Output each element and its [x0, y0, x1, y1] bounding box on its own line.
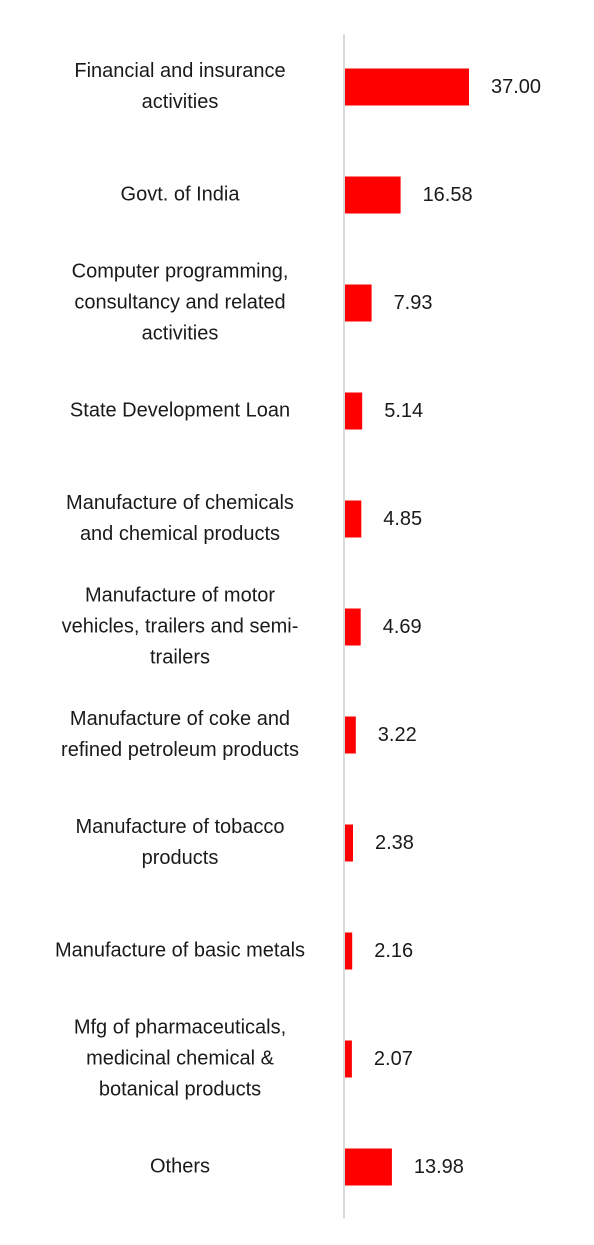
category-label: Manufacture of chemicals and chemical pr… [66, 492, 294, 545]
bar [345, 1148, 392, 1186]
category-label: Manufacture of motor vehicles, trailers … [61, 584, 299, 669]
bar [345, 716, 356, 754]
category-label: Manufacture of coke and refined petroleu… [61, 708, 299, 761]
data-label: 2.07 [373, 1048, 413, 1070]
bar [345, 932, 353, 970]
category-label: Manufacture of basic metals [54, 939, 306, 962]
bar [345, 1040, 352, 1078]
data-label: 4.69 [382, 616, 422, 638]
data-label: 5.14 [384, 400, 424, 422]
data-label: 7.93 [393, 292, 433, 314]
data-label: 2.38 [374, 832, 414, 854]
data-label: 16.58 [422, 184, 473, 206]
bar [345, 392, 363, 430]
category-label: Mfg of pharmaceuticals, medicinal chemic… [73, 1016, 287, 1101]
category-label: State Development Loan [69, 399, 291, 422]
bar [345, 608, 361, 646]
category-label: Financial and insurance activities [74, 60, 286, 113]
category-label: Govt. of India [120, 183, 240, 206]
data-label: 3.22 [377, 724, 417, 746]
bar [345, 284, 372, 322]
data-label: 2.16 [374, 940, 414, 962]
bar [345, 824, 353, 862]
data-label: 13.98 [413, 1156, 464, 1178]
category-label: Others [149, 1155, 211, 1178]
category-label: Manufacture of tobacco products [75, 816, 285, 869]
bar [345, 176, 401, 214]
bars-group [345, 68, 469, 1186]
category-label: Computer programming, consultancy and re… [71, 260, 289, 345]
data-label: 4.85 [383, 508, 423, 530]
bar [345, 68, 469, 106]
bar [345, 500, 362, 538]
data-label: 37.00 [491, 76, 542, 98]
